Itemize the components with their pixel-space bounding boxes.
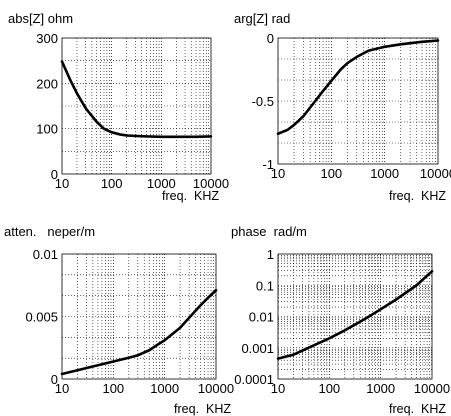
phase-ytick-label: 0.0001 [234, 372, 274, 387]
panel-phase: phase rad/m freq. KHZ [231, 224, 446, 416]
panel-arg-z-xlabel: freq. KHZ [389, 189, 446, 203]
abs-z-ytick-label: 300 [36, 31, 58, 46]
abs-z-grid-horizontal [62, 60, 211, 152]
abs-z-xtick-label: 100 [101, 176, 123, 191]
arg-z-xtick-label: 100 [320, 166, 342, 181]
abs-z-plot-frame [61, 37, 212, 175]
phase-ytick-label: 0.1 [256, 278, 274, 293]
abs-z-ytick-label: 100 [36, 122, 58, 137]
abs-z-xtick-label: 10000 [193, 176, 229, 191]
panel-abs-z-title: abs[Z] ohm [8, 11, 73, 26]
plot-arg-z: 10 100 1000 10000 0 -0.5 -1 [252, 31, 451, 181]
atten-xtick-label: 1000 [150, 381, 179, 396]
phase-xtick-label: 10 [271, 381, 285, 396]
phase-ytick-label: 1 [267, 247, 274, 262]
arg-z-xtick-label: 10000 [420, 166, 451, 181]
atten-xtick-label: 10000 [198, 381, 234, 396]
panel-abs-z-xlabel: freq. KHZ [162, 189, 219, 203]
arg-z-ytick-label: -0.5 [252, 94, 274, 109]
abs-z-ytick-label: 200 [36, 76, 58, 91]
abs-z-ytick-label: 0 [51, 167, 58, 182]
panel-abs-z: abs[Z] ohm freq. KHZ [8, 11, 219, 203]
atten-ytick-label: 0.005 [25, 310, 58, 325]
atten-xtick-label: 10 [55, 381, 69, 396]
panel-atten-xlabel: freq. KHZ [174, 402, 231, 416]
abs-z-xtick-label: 10 [55, 176, 69, 191]
plot-phase: 10 100 1000 10000 1 0.1 0.01 0.001 0.0001 [234, 247, 450, 396]
panel-arg-z-title: arg[Z] rad [234, 11, 290, 26]
phase-xtick-label: 100 [318, 381, 340, 396]
abs-z-series-line [60, 60, 213, 139]
arg-z-ytick-label: -1 [262, 157, 274, 172]
abs-z-xtick-label: 1000 [147, 176, 176, 191]
plot-abs-z: 10 100 1000 10000 0 100 200 300 [36, 31, 229, 191]
phase-plot-frame [277, 253, 433, 380]
panel-phase-title: phase rad/m [231, 224, 307, 239]
panel-arg-z: arg[Z] rad freq. KHZ [234, 11, 446, 203]
arg-z-xtick-label: 1000 [370, 166, 399, 181]
arg-z-xtick-label: 10 [271, 166, 285, 181]
arg-z-series-line [276, 39, 440, 136]
phase-xtick-label: 1000 [366, 381, 395, 396]
panel-phase-xlabel: freq. KHZ [389, 402, 446, 416]
atten-series-line [60, 288, 218, 376]
atten-plot-frame [61, 253, 217, 380]
phase-ytick-label: 0.001 [241, 341, 274, 356]
plot-atten: 10 100 1000 10000 0 0.005 0.01 [25, 247, 234, 396]
arg-z-plot-frame [277, 37, 439, 165]
phase-xtick-label: 10000 [414, 381, 450, 396]
phase-series-line [276, 269, 434, 360]
atten-ytick-label: 0 [51, 372, 58, 387]
phase-ytick-label: 0.01 [249, 310, 274, 325]
panel-atten-title: atten. neper/m [4, 224, 95, 239]
atten-ytick-label: 0.01 [33, 247, 58, 262]
arg-z-ytick-label: 0 [267, 31, 274, 46]
atten-xtick-label: 100 [102, 381, 124, 396]
panel-atten: atten. neper/m freq. KHZ [4, 224, 231, 416]
